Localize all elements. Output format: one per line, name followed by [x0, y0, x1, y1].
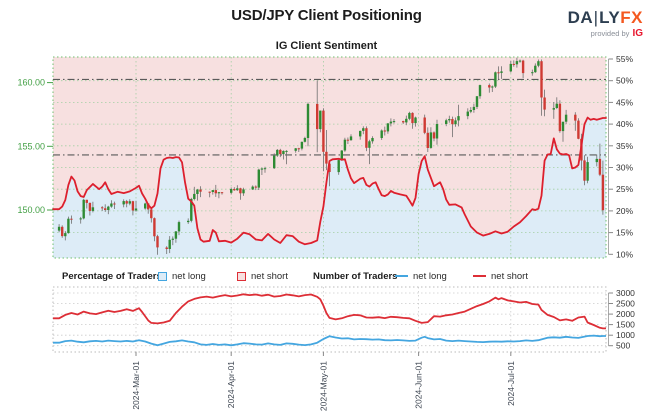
ig-logo: IG	[632, 28, 643, 39]
svg-text:2024-Jul-01: 2024-Jul-01	[506, 361, 516, 406]
svg-text:155.00: 155.00	[17, 141, 45, 151]
svg-text:10%: 10%	[616, 249, 633, 259]
net-short-area-swatch	[237, 271, 246, 281]
net-short-label: net short	[251, 270, 288, 282]
net-long-line-swatch	[395, 275, 408, 277]
svg-text:1500: 1500	[616, 320, 635, 330]
svg-text:45%: 45%	[616, 97, 633, 107]
svg-text:160.00: 160.00	[17, 78, 45, 88]
svg-text:20%: 20%	[616, 206, 633, 216]
svg-text:55%: 55%	[616, 54, 633, 64]
svg-text:1000: 1000	[616, 330, 635, 340]
chart-legend: Percentage of Traders net long net short…	[0, 267, 653, 285]
chart-subtitle: IG Client Sentiment	[275, 40, 378, 52]
candlestick-layer	[57, 57, 605, 255]
net-long-area-swatch	[158, 271, 167, 281]
net-short-count-line	[53, 293, 606, 330]
svg-text:30%: 30%	[616, 163, 633, 173]
legend-count-net-short[interactable]: net short	[473, 267, 528, 285]
svg-text:40%: 40%	[616, 119, 633, 129]
percentage-of-traders-label: Percentage of Traders	[62, 270, 162, 282]
svg-text:15%: 15%	[616, 228, 633, 238]
traders-chart-grid	[52, 286, 607, 353]
svg-text:35%: 35%	[616, 141, 633, 151]
svg-text:2024-May-01: 2024-May-01	[318, 361, 328, 411]
svg-text:2000: 2000	[616, 309, 635, 319]
provided-by-ig: provided by IG	[590, 28, 643, 39]
percent-axis: 10% 15% 20% 25% 30% 35% 40% 45% 50% 55%	[608, 54, 633, 259]
page-title: USD/JPY Client Positioning	[231, 7, 422, 24]
svg-text:150.00: 150.00	[17, 205, 45, 215]
net-short-line-swatch	[473, 275, 486, 277]
legend-count-net-long[interactable]: net long	[395, 267, 447, 285]
svg-text:2024-Mar-01: 2024-Mar-01	[131, 361, 141, 410]
svg-text:50%: 50%	[616, 76, 633, 86]
svg-text:2024-Jun-01: 2024-Jun-01	[414, 361, 424, 409]
reference-lines	[53, 78, 606, 156]
dailyfx-brand-text: DA|LYFX	[567, 8, 643, 27]
svg-text:2500: 2500	[616, 299, 635, 309]
net-long-label: net long	[413, 270, 447, 282]
legend-pct-net-short[interactable]: net short	[237, 267, 288, 285]
svg-text:3000: 3000	[616, 288, 635, 298]
svg-text:25%: 25%	[616, 184, 633, 194]
net-long-count-line	[53, 334, 606, 347]
net-short-label: net short	[491, 270, 528, 282]
number-of-traders-label: Number of Traders	[313, 270, 398, 282]
price-axis: 150.00 155.00 160.00	[17, 78, 53, 215]
dailyfx-logo: DA|LYFX provided by IG	[568, 9, 643, 39]
svg-text:500: 500	[616, 341, 630, 351]
date-axis: 2024-Mar-01 2024-Apr-01 2024-May-01 2024-Ju…	[131, 352, 516, 411]
net-long-label: net long	[172, 270, 206, 282]
svg-text:2024-Apr-01: 2024-Apr-01	[226, 361, 236, 409]
sentiment-area-fills	[53, 57, 606, 258]
legend-pct-net-long[interactable]: net long	[158, 267, 206, 285]
price-sentiment-chart: 150.00 155.00 160.00 10% 15% 20% 25% 30% 35% 40% 4…	[17, 54, 633, 259]
sentiment-line	[52, 116, 607, 246]
